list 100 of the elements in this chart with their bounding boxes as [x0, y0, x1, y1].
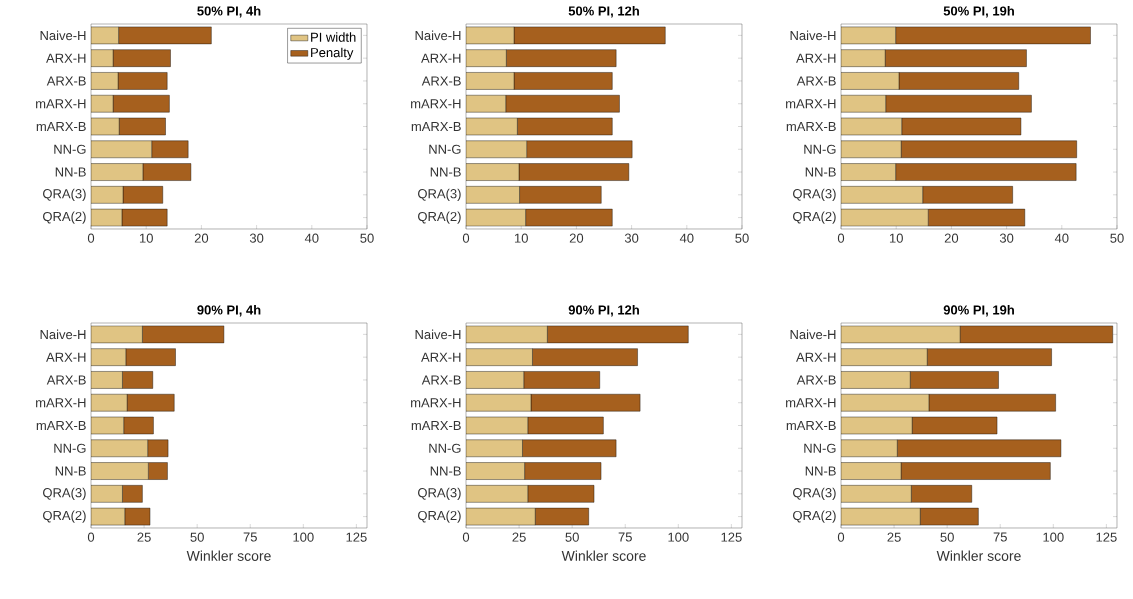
y-tick-label: Naive-H: [790, 30, 836, 41]
x-tick-label: 0: [87, 532, 95, 542]
y-tick-label: QRA(2): [43, 211, 86, 224]
x-tick-label: 0: [837, 233, 845, 243]
y-tick-label: mARX-B: [36, 421, 86, 430]
y-tick-label: NN-B: [55, 466, 86, 476]
y-tick-label: mARX-H: [36, 99, 86, 109]
y-tick-label: NN-G: [54, 144, 86, 154]
x-tick-label: 40: [1054, 233, 1069, 243]
y-tick-label: ARX-B: [421, 76, 461, 86]
x-axis-title: Winkler score: [186, 550, 271, 561]
y-tick-label: ARX-H: [796, 53, 836, 63]
y-tick-label: mARX-B: [411, 122, 461, 131]
y-tick-label: ARX-H: [421, 352, 461, 362]
y-tick-label: ARX-B: [796, 375, 836, 385]
x-axis-title: Winkler score: [936, 550, 1021, 561]
x-tick-label: 75: [993, 532, 1007, 542]
y-tick-label: mARX-H: [411, 398, 461, 408]
x-tick-label: 100: [668, 532, 689, 542]
legend-label: PI width: [311, 32, 356, 42]
y-tick-label: NN-B: [55, 167, 86, 177]
y-tick-label: Naive-H: [40, 329, 86, 340]
y-tick-label: ARX-B: [421, 375, 461, 385]
x-tick-label: 40: [304, 233, 319, 243]
y-tick-label: QRA(3): [418, 188, 461, 201]
y-tick-label: ARX-H: [46, 352, 86, 362]
y-tick-label: mARX-B: [36, 122, 86, 131]
x-tick-label: 20: [569, 233, 584, 243]
y-tick-label: QRA(2): [418, 510, 461, 523]
y-tick-label: NN-B: [430, 167, 461, 177]
x-tick-label: 25: [137, 532, 151, 542]
y-tick-label: mARX-H: [786, 99, 836, 109]
x-tick-label: 0: [462, 233, 470, 243]
y-tick-label: ARX-H: [796, 352, 836, 362]
x-tick-label: 10: [889, 233, 903, 243]
x-tick-label: 50: [1110, 233, 1124, 243]
y-tick-label: QRA(2): [418, 211, 461, 224]
x-tick-label: 0: [837, 532, 845, 542]
legend-label: Penalty: [311, 47, 354, 60]
x-tick-label: 30: [624, 233, 639, 243]
chart-title: 90% PI, 12h: [568, 305, 639, 317]
y-tick-label: mARX-H: [786, 398, 836, 408]
x-tick-label: 30: [249, 233, 264, 243]
y-tick-label: mARX-H: [411, 99, 461, 109]
y-tick-label: NN-G: [429, 443, 461, 453]
x-tick-label: 20: [944, 233, 959, 243]
y-tick-label: QRA(2): [793, 510, 836, 523]
x-tick-label: 0: [462, 532, 470, 542]
y-tick-label: NN-B: [430, 466, 461, 476]
y-tick-label: mARX-B: [786, 122, 836, 131]
x-tick-label: 125: [1096, 532, 1117, 542]
x-tick-label: 75: [243, 532, 257, 542]
chart-title: 50% PI, 12h: [568, 6, 639, 18]
y-tick-label: QRA(3): [793, 487, 836, 500]
y-tick-label: ARX-H: [46, 53, 86, 63]
y-tick-label: QRA(2): [793, 211, 836, 224]
y-tick-label: NN-B: [805, 466, 836, 476]
x-tick-label: 25: [887, 532, 901, 542]
x-tick-label: 100: [293, 532, 314, 542]
y-tick-label: mARX-B: [411, 421, 461, 430]
x-tick-label: 75: [618, 532, 632, 542]
x-tick-label: 40: [679, 233, 694, 243]
x-tick-label: 50: [940, 532, 954, 542]
y-tick-label: ARX-H: [421, 53, 461, 63]
y-tick-label: NN-G: [804, 144, 836, 154]
y-tick-label: Naive-H: [40, 30, 86, 41]
x-tick-label: 10: [139, 233, 153, 243]
chart-title: 90% PI, 4h: [197, 305, 261, 317]
x-axis-title: Winkler score: [561, 550, 646, 561]
y-tick-label: NN-G: [804, 443, 836, 453]
x-tick-label: 25: [512, 532, 526, 542]
chart-title: 50% PI, 19h: [943, 6, 1014, 18]
y-tick-label: ARX-B: [796, 76, 836, 86]
x-tick-label: 50: [735, 233, 749, 243]
y-tick-label: Naive-H: [415, 30, 461, 41]
x-tick-label: 100: [1043, 532, 1064, 542]
y-tick-label: Naive-H: [415, 329, 461, 340]
x-tick-label: 50: [190, 532, 204, 542]
y-tick-label: mARX-B: [786, 421, 836, 430]
y-tick-label: NN-B: [805, 167, 836, 177]
y-tick-label: Naive-H: [790, 329, 836, 340]
y-tick-label: ARX-B: [46, 76, 86, 86]
y-tick-label: NN-G: [54, 443, 86, 453]
y-tick-label: mARX-H: [36, 398, 86, 408]
x-tick-label: 30: [999, 233, 1014, 243]
x-tick-label: 10: [514, 233, 528, 243]
x-tick-label: 50: [360, 233, 374, 243]
y-tick-label: QRA(3): [418, 487, 461, 500]
y-tick-label: QRA(3): [43, 487, 86, 500]
x-tick-label: 20: [194, 233, 209, 243]
x-tick-label: 125: [721, 532, 742, 542]
chart-title: 50% PI, 4h: [197, 6, 261, 18]
y-tick-label: QRA(3): [43, 188, 86, 201]
y-tick-label: NN-G: [429, 144, 461, 154]
x-tick-label: 0: [87, 233, 95, 243]
y-tick-label: QRA(2): [43, 510, 86, 523]
y-tick-label: QRA(3): [793, 188, 836, 201]
y-tick-label: ARX-B: [46, 375, 86, 385]
x-tick-label: 125: [346, 532, 367, 542]
x-tick-label: 50: [565, 532, 579, 542]
